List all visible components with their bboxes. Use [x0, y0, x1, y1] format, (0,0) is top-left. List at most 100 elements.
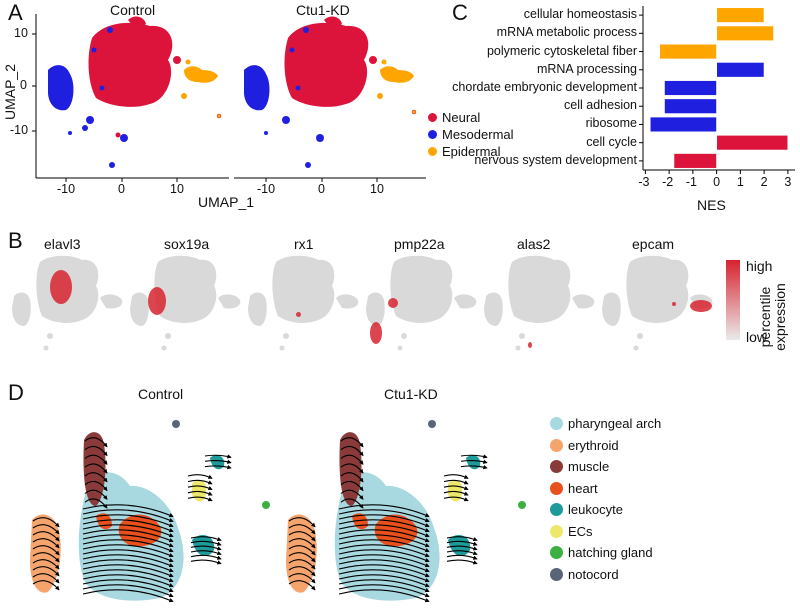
- umap-silhouette-dot: [515, 345, 521, 351]
- panel-letter-a: A: [8, 0, 23, 25]
- legend-label: pharyngeal arch: [568, 416, 662, 431]
- umap-legend-neural: Neural: [428, 110, 480, 125]
- velocity-stream: [338, 519, 430, 533]
- cell-cluster: [210, 455, 225, 470]
- nes-bar: [716, 7, 765, 23]
- legend-swatch: [550, 567, 563, 581]
- gene-title-pmp22a: pmp22a: [394, 236, 445, 252]
- expression-hotspot: [388, 298, 398, 308]
- velocity-stream: [338, 524, 430, 538]
- velocity-stream: [32, 573, 60, 584]
- umap-silhouette-dot: [397, 345, 403, 351]
- velocity-stream: [82, 559, 174, 573]
- bar-x-tick-label: 1: [736, 175, 744, 189]
- velocity-stream: [338, 559, 430, 573]
- cell-cluster: [448, 479, 463, 502]
- velocity-stream: [338, 574, 430, 588]
- umap-silhouette: [508, 255, 571, 323]
- velocity-stream: [338, 514, 430, 528]
- velocity-stream: [338, 539, 430, 553]
- velocity-stream: [288, 517, 316, 528]
- umap-silhouette-dot: [47, 333, 53, 339]
- legend-swatch: [428, 147, 437, 156]
- legend-label: ECs: [568, 523, 593, 539]
- umap-silhouette: [272, 255, 335, 323]
- bar-x-tick-label: -1: [685, 175, 697, 189]
- velocity-stream: [338, 504, 430, 518]
- umap-xtick: 0: [118, 182, 125, 196]
- cell-cluster: [83, 432, 106, 506]
- umap-xtick: 10: [370, 182, 384, 196]
- velocity-stream: [82, 504, 174, 518]
- umap-xtick: -10: [257, 182, 276, 196]
- velocity-stream-plots: [30, 420, 526, 603]
- velocity-legend-item: hatching gland: [550, 545, 653, 560]
- velocity-stream: [82, 554, 174, 568]
- velocity-stream: [338, 564, 430, 578]
- velocity-stream: [288, 531, 316, 542]
- umap-legend-epidermal: Epidermal: [428, 144, 501, 159]
- velocity-stream: [82, 519, 174, 533]
- velocity-stream: [187, 485, 213, 491]
- umap-ytick: -10: [10, 123, 29, 137]
- bar-category-label: mRNA metabolic process: [496, 25, 637, 40]
- umap-silhouette-lobe: [130, 292, 149, 326]
- velocity-stream: [338, 529, 430, 543]
- gene-map-2: [248, 255, 359, 351]
- colorbar-low-label: low: [746, 329, 768, 345]
- velocity-stream: [446, 545, 478, 551]
- nes-bar: [716, 61, 765, 78]
- panel-letter-b: B: [8, 228, 23, 253]
- gene-expression-maps: [12, 255, 713, 351]
- velocity-stream: [190, 550, 222, 556]
- umap-xtick: 0: [318, 182, 325, 196]
- velocity-stream: [443, 479, 469, 485]
- gene-title-rx1: rx1: [294, 236, 314, 252]
- expression-hotspot: [148, 287, 166, 315]
- velocity-stream: [84, 472, 108, 483]
- bar-x-tick-label: -2: [662, 175, 674, 189]
- bar-category-label: mRNA processing: [536, 61, 637, 76]
- velocity-stream: [288, 538, 316, 549]
- panel-letter-c: C: [452, 0, 468, 25]
- umap-ytick: 10: [14, 26, 28, 40]
- nes-bar: [673, 153, 718, 169]
- cell-cluster: [518, 501, 526, 509]
- velocity-stream: [443, 496, 469, 502]
- legend-swatch: [550, 417, 563, 430]
- velocity-legend-item: pharyngeal arch: [550, 416, 661, 431]
- velocity-stream: [187, 496, 213, 502]
- umap-xlabel: UMAP_1: [198, 194, 255, 210]
- velocity-stream: [190, 554, 222, 560]
- velocity-legend-item: leukocyte: [550, 502, 623, 517]
- velocity-title-ctu1kd: Ctu1-KD: [384, 386, 438, 402]
- umap-silhouette: [154, 255, 217, 323]
- cell-cluster: [428, 420, 436, 428]
- umap-silhouette-dot: [43, 345, 49, 351]
- velocity-legend-item: ECs: [550, 524, 593, 539]
- gene-title-elavl3: elavl3: [44, 236, 81, 252]
- bar-category-label: chordate embryonic development: [452, 80, 637, 94]
- cell-cluster: [192, 479, 207, 502]
- velocity-stream: [460, 464, 488, 470]
- velocity-stream: [82, 514, 174, 528]
- umap-silhouette-lobe: [248, 292, 267, 326]
- umap-silhouette-lobe: [484, 292, 503, 326]
- velocity-stream: [84, 463, 108, 474]
- umap-silhouette-dot: [279, 345, 285, 351]
- velocity-stream: [338, 579, 430, 593]
- velocity-stream: [82, 564, 174, 578]
- velocity-legend-item: notocord: [550, 567, 619, 582]
- velocity-stream: [190, 545, 222, 551]
- nes-bar: [663, 80, 718, 96]
- velocity-stream: [32, 566, 60, 577]
- velocity-stream: [82, 534, 174, 548]
- velocity-stream: [340, 472, 364, 483]
- bar-category-label: nervous system development: [474, 152, 637, 167]
- velocity-stream: [443, 474, 469, 479]
- nes-bar-chart: [639, 6, 795, 174]
- umap-silhouette-lobe: [336, 294, 359, 309]
- colorbar-high-label: high: [746, 258, 773, 274]
- gene-map-4: [484, 255, 595, 351]
